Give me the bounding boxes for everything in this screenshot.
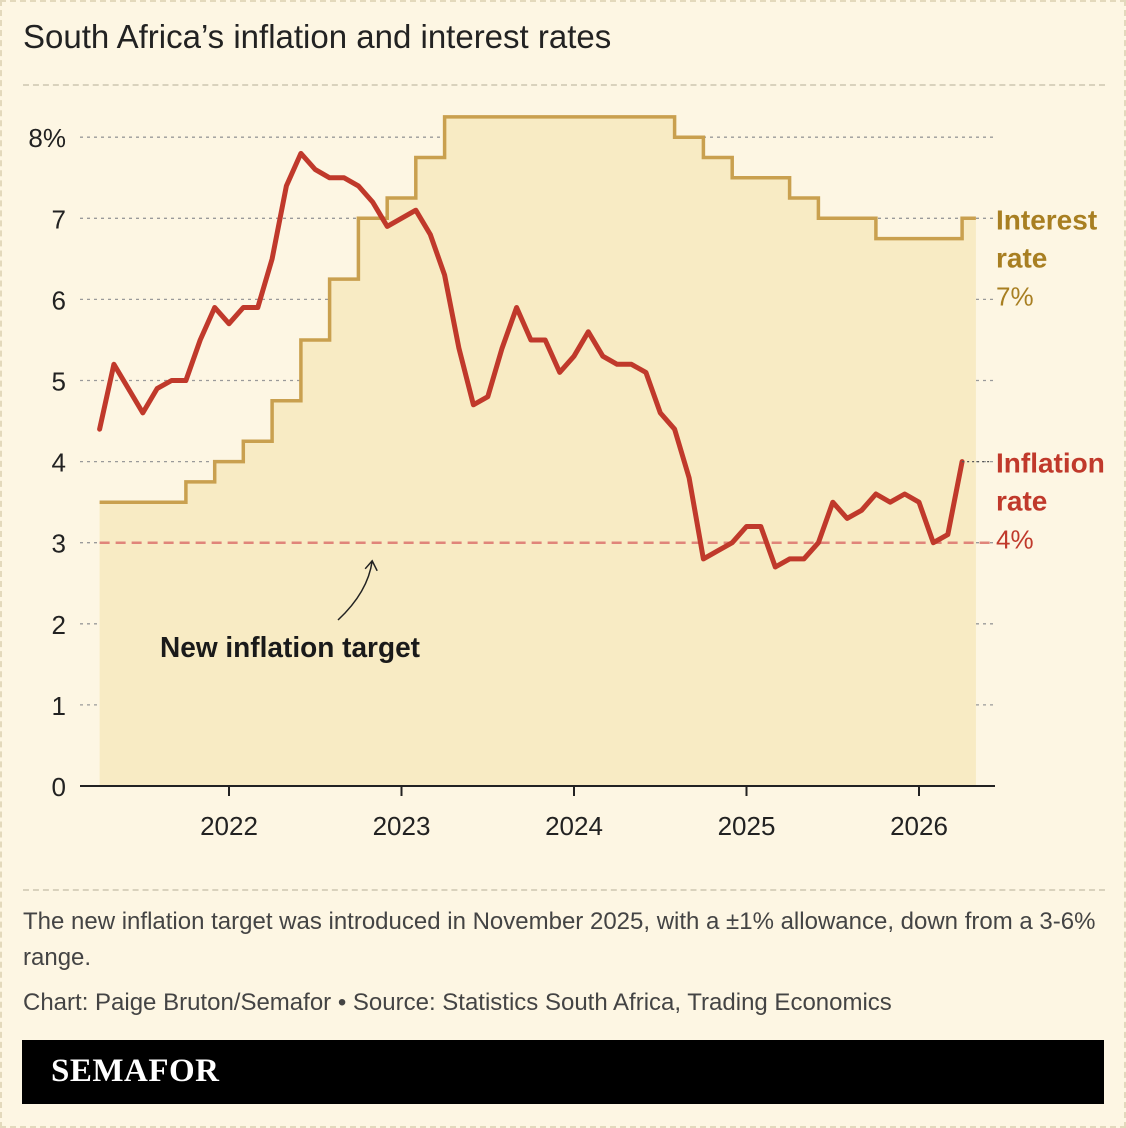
top-divider bbox=[23, 84, 1105, 86]
series-value-label: 7% bbox=[996, 281, 1034, 311]
line-chart: 0 1 2 3 4 5 6 7 8% 2022 2023 2024 2025 2026 Interest r… bbox=[28, 115, 1105, 841]
annotation-arrowhead bbox=[364, 559, 378, 572]
interest-area bbox=[99, 116, 976, 786]
x-tick-label: 2024 bbox=[545, 811, 603, 841]
series-label-line2: rate bbox=[996, 486, 1047, 517]
inflation-rate-line bbox=[97, 150, 965, 570]
x-tick-label: 2022 bbox=[200, 811, 258, 841]
series-label-line1: Inflation bbox=[996, 448, 1105, 479]
brand-logo: SEMAFOR bbox=[51, 1053, 220, 1089]
y-tick-label: 8% bbox=[28, 123, 66, 153]
annotation-label: New inflation target bbox=[160, 632, 420, 664]
interest-rate-fill bbox=[99, 116, 976, 786]
y-tick-label: 4 bbox=[52, 448, 66, 478]
y-tick-label: 0 bbox=[52, 772, 66, 802]
x-tick-label: 2023 bbox=[373, 811, 431, 841]
series-value-label: 4% bbox=[996, 525, 1034, 555]
annotations: New inflation target bbox=[160, 559, 420, 664]
y-tick-label: 2 bbox=[52, 610, 66, 640]
chart-credit: Chart: Paige Bruton/Semafor • Source: St… bbox=[23, 989, 892, 1016]
chart-title: South Africa’s inflation and interest ra… bbox=[23, 18, 612, 55]
y-tick-label: 5 bbox=[52, 367, 66, 397]
interest-rate-line bbox=[99, 115, 976, 504]
y-tick-label: 1 bbox=[52, 691, 66, 721]
x-tick-label: 2026 bbox=[890, 811, 948, 841]
series-label-line2: rate bbox=[996, 242, 1047, 273]
y-tick-label: 6 bbox=[52, 285, 66, 315]
series-label-line1: Interest bbox=[996, 204, 1097, 235]
y-tick-label: 7 bbox=[52, 204, 66, 234]
y-tick-label: 3 bbox=[52, 529, 66, 559]
annotation-arrow bbox=[337, 560, 373, 621]
bottom-divider bbox=[23, 889, 1105, 891]
series-lines bbox=[97, 115, 976, 570]
brand-bar: SEMAFOR bbox=[22, 1040, 1104, 1104]
series-labels: Interest rate 7% Inflation rate 4% bbox=[962, 204, 1105, 555]
chart-note: The new inflation target was introduced … bbox=[23, 908, 1096, 971]
x-tick-label: 2025 bbox=[718, 811, 776, 841]
axes: 0 1 2 3 4 5 6 7 8% 2022 2023 2024 2025 2026 bbox=[28, 123, 995, 841]
